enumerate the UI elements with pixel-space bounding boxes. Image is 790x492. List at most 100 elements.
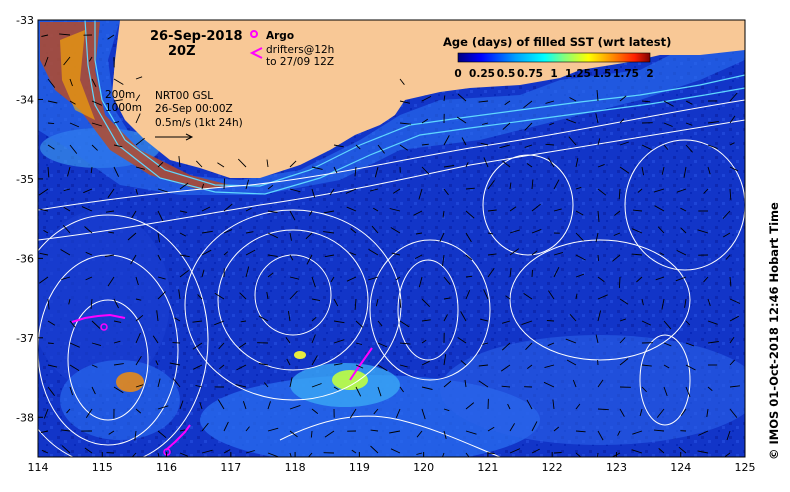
current-vector	[287, 311, 291, 322]
current-vector	[553, 452, 562, 454]
current-vector	[113, 320, 122, 323]
map-plot-area	[38, 20, 745, 457]
current-vector	[442, 452, 445, 457]
current-vector	[631, 228, 643, 234]
current-vector	[81, 206, 93, 212]
colorbar-tick-label: 0	[454, 68, 461, 80]
current-vector	[595, 113, 599, 124]
eddy-contour	[624, 139, 745, 271]
current-vector	[311, 408, 319, 414]
current-vector	[236, 364, 247, 371]
current-vector	[350, 228, 357, 234]
current-vector	[729, 359, 736, 366]
current-vector	[531, 203, 541, 212]
current-vector	[680, 227, 687, 234]
current-vector	[245, 266, 250, 278]
current-vector	[38, 188, 49, 196]
current-scale-label: 0.5m/s (1kt 24h)	[155, 117, 243, 129]
x-tick-label: 122	[542, 461, 563, 474]
current-vector	[707, 341, 719, 344]
current-vector	[548, 290, 555, 300]
current-vector	[707, 121, 719, 124]
drifter-legend-icon	[249, 47, 263, 59]
current-vector	[267, 184, 274, 190]
current-vector	[355, 342, 363, 346]
drifter-tracks	[71, 313, 373, 451]
x-tick-label: 117	[220, 461, 241, 474]
current-vector	[658, 448, 665, 454]
current-vector	[373, 408, 379, 415]
current-vector	[676, 188, 687, 193]
colorbar-tick-label: 2	[646, 68, 653, 80]
current-vector	[192, 320, 203, 323]
current-vector	[47, 78, 56, 88]
current-vector	[135, 355, 142, 366]
current-vector	[502, 122, 511, 130]
isobath-1000m-label: 1000m	[105, 102, 142, 114]
current-vector	[656, 408, 665, 418]
current-vector	[399, 364, 408, 368]
current-vector	[104, 254, 115, 257]
plot-frame	[37, 19, 746, 458]
current-vector	[69, 364, 80, 371]
current-vector	[113, 144, 123, 148]
current-vector	[697, 450, 709, 454]
current-vector	[289, 254, 294, 261]
current-vector	[61, 276, 71, 281]
current-vector	[572, 379, 577, 388]
current-vector	[179, 182, 189, 190]
current-vector	[478, 100, 489, 103]
current-vector	[47, 166, 50, 178]
current-vector	[525, 342, 533, 351]
current-vector	[351, 449, 357, 454]
current-vector	[619, 298, 629, 305]
current-vector	[524, 144, 533, 148]
current-vector	[443, 297, 451, 300]
current-vector	[289, 232, 292, 241]
current-vector	[179, 429, 186, 432]
current-vector	[414, 254, 423, 259]
current-vector	[355, 320, 364, 328]
current-vector	[653, 188, 665, 193]
current-vector	[266, 159, 269, 168]
current-vector	[349, 251, 357, 256]
current-vector	[618, 188, 621, 200]
current-vector	[531, 269, 533, 278]
current-vector	[521, 320, 533, 326]
current-vector	[499, 144, 511, 149]
current-vector	[480, 318, 489, 322]
current-vector	[641, 386, 647, 393]
x-tick-label: 121	[477, 461, 498, 474]
argo-legend-icon	[250, 30, 258, 38]
current-vector	[526, 399, 533, 410]
current-vector	[263, 382, 269, 388]
current-vector	[553, 208, 562, 212]
current-vector	[195, 160, 203, 168]
eddy-contour	[38, 254, 179, 446]
current-vector	[223, 449, 231, 454]
current-vector	[595, 334, 599, 344]
current-vector	[155, 360, 159, 366]
current-vector	[501, 385, 511, 388]
current-vector	[131, 452, 137, 457]
current-vector	[392, 188, 401, 194]
current-vector	[597, 163, 605, 168]
current-vector	[157, 232, 160, 243]
current-vector	[439, 232, 445, 242]
current-vector	[395, 276, 401, 281]
eddy-contour	[184, 209, 402, 401]
current-vector	[465, 162, 469, 168]
current-vector	[619, 95, 627, 102]
current-vector	[179, 210, 188, 213]
current-vector	[127, 232, 137, 241]
colorbar-tick-label: 1.5	[593, 68, 612, 80]
current-vector	[526, 163, 533, 168]
current-vector	[60, 249, 71, 256]
current-vector	[69, 320, 76, 328]
y-tick-label: -38	[16, 411, 34, 424]
current-vector	[267, 272, 274, 278]
current-vector	[729, 166, 739, 172]
current-vector	[131, 210, 137, 219]
current-vector	[680, 207, 687, 212]
current-vector	[306, 254, 313, 265]
